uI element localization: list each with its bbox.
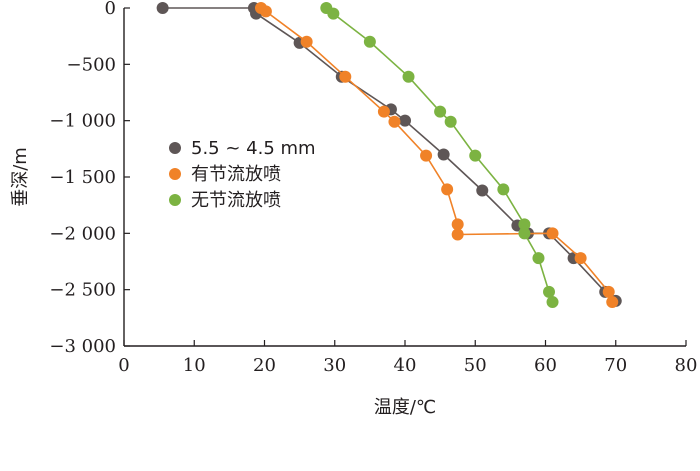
legend-label: 5.5 ~ 4.5 mm <box>191 138 316 159</box>
data-point <box>156 2 169 14</box>
x-tick-label: 50 <box>464 355 487 376</box>
legend-marker <box>169 168 181 180</box>
data-point <box>437 148 450 161</box>
x-tick-label: 30 <box>323 355 346 376</box>
x-tick-label: 40 <box>394 355 417 376</box>
x-axis-title: 温度/℃ <box>374 397 436 418</box>
data-point <box>434 105 447 118</box>
series-3 <box>320 2 559 309</box>
data-point <box>469 149 482 162</box>
x-tick-label: 60 <box>534 355 557 376</box>
data-point <box>543 285 556 298</box>
data-point <box>451 228 464 241</box>
data-point <box>402 70 415 83</box>
data-point <box>420 149 433 162</box>
data-point <box>327 7 340 20</box>
data-point <box>476 184 489 197</box>
data-point <box>441 183 454 196</box>
plot-area <box>156 2 622 309</box>
x-tick-label: 20 <box>253 355 276 376</box>
x-tick-label: 10 <box>183 355 206 376</box>
data-point <box>518 218 531 231</box>
x-tick-label: 70 <box>604 355 627 376</box>
data-point <box>602 285 615 298</box>
legend-marker <box>169 142 181 154</box>
data-point <box>574 252 587 265</box>
data-point <box>532 252 545 265</box>
y-tick-label: −3 000 <box>49 336 116 357</box>
series-line <box>260 7 613 303</box>
data-point <box>546 296 559 309</box>
x-tick-label: 80 <box>675 355 698 376</box>
data-point <box>339 70 352 83</box>
data-point <box>444 115 457 128</box>
y-tick-label: 0 <box>105 0 116 19</box>
y-tick-label: −2 500 <box>49 280 116 301</box>
data-point <box>518 227 531 240</box>
data-point <box>497 183 510 196</box>
series-2 <box>254 2 619 309</box>
data-point <box>377 105 390 118</box>
data-point <box>300 35 313 48</box>
data-point <box>451 218 464 231</box>
y-tick-label: −1 000 <box>49 111 116 132</box>
data-point <box>399 114 411 127</box>
data-point <box>363 35 376 48</box>
data-point <box>606 296 619 309</box>
y-tick-label: −1 500 <box>49 167 116 188</box>
y-tick-label: −500 <box>67 54 116 75</box>
y-axis-title: 垂深/m <box>10 147 31 207</box>
y-tick-label: −2 000 <box>49 223 116 244</box>
legend-label: 无节流放喷 <box>191 190 281 211</box>
legend-label: 有节流放喷 <box>191 164 281 185</box>
data-point <box>388 115 401 128</box>
ticks: 0 10 20 30 40 50 60 70 80 0 −500 −1 000 −1 500 −2 000… <box>49 0 697 376</box>
x-tick-label: 0 <box>118 355 129 376</box>
legend-marker <box>169 194 181 206</box>
data-point <box>546 227 559 240</box>
data-point <box>259 5 272 18</box>
